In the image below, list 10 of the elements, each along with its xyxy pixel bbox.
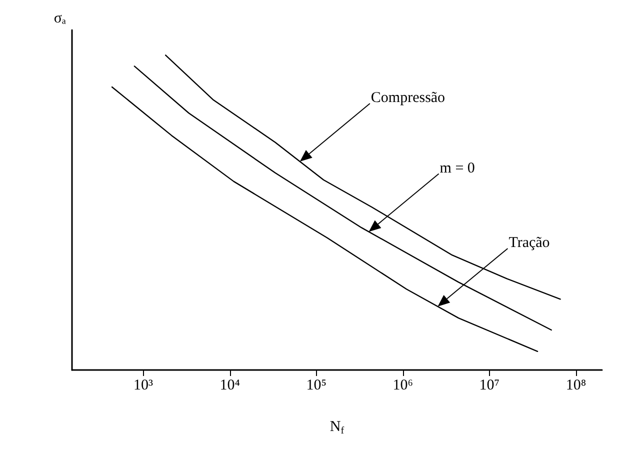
annotation: Compressão [370,90,446,106]
x-tick-label: 10⁴ [220,378,240,394]
x-tick-label: 10⁶ [392,378,414,394]
x-tick-label: 10³ [134,378,154,394]
annotation: m = 0 [440,160,475,176]
x-tick-label: 10⁷ [479,378,500,394]
y-axis-title: σₐ [54,10,66,26]
annotation: Tração [508,234,550,251]
x-tick-label: 10⁵ [306,378,326,394]
x-tick-label: 10⁸ [566,378,586,394]
